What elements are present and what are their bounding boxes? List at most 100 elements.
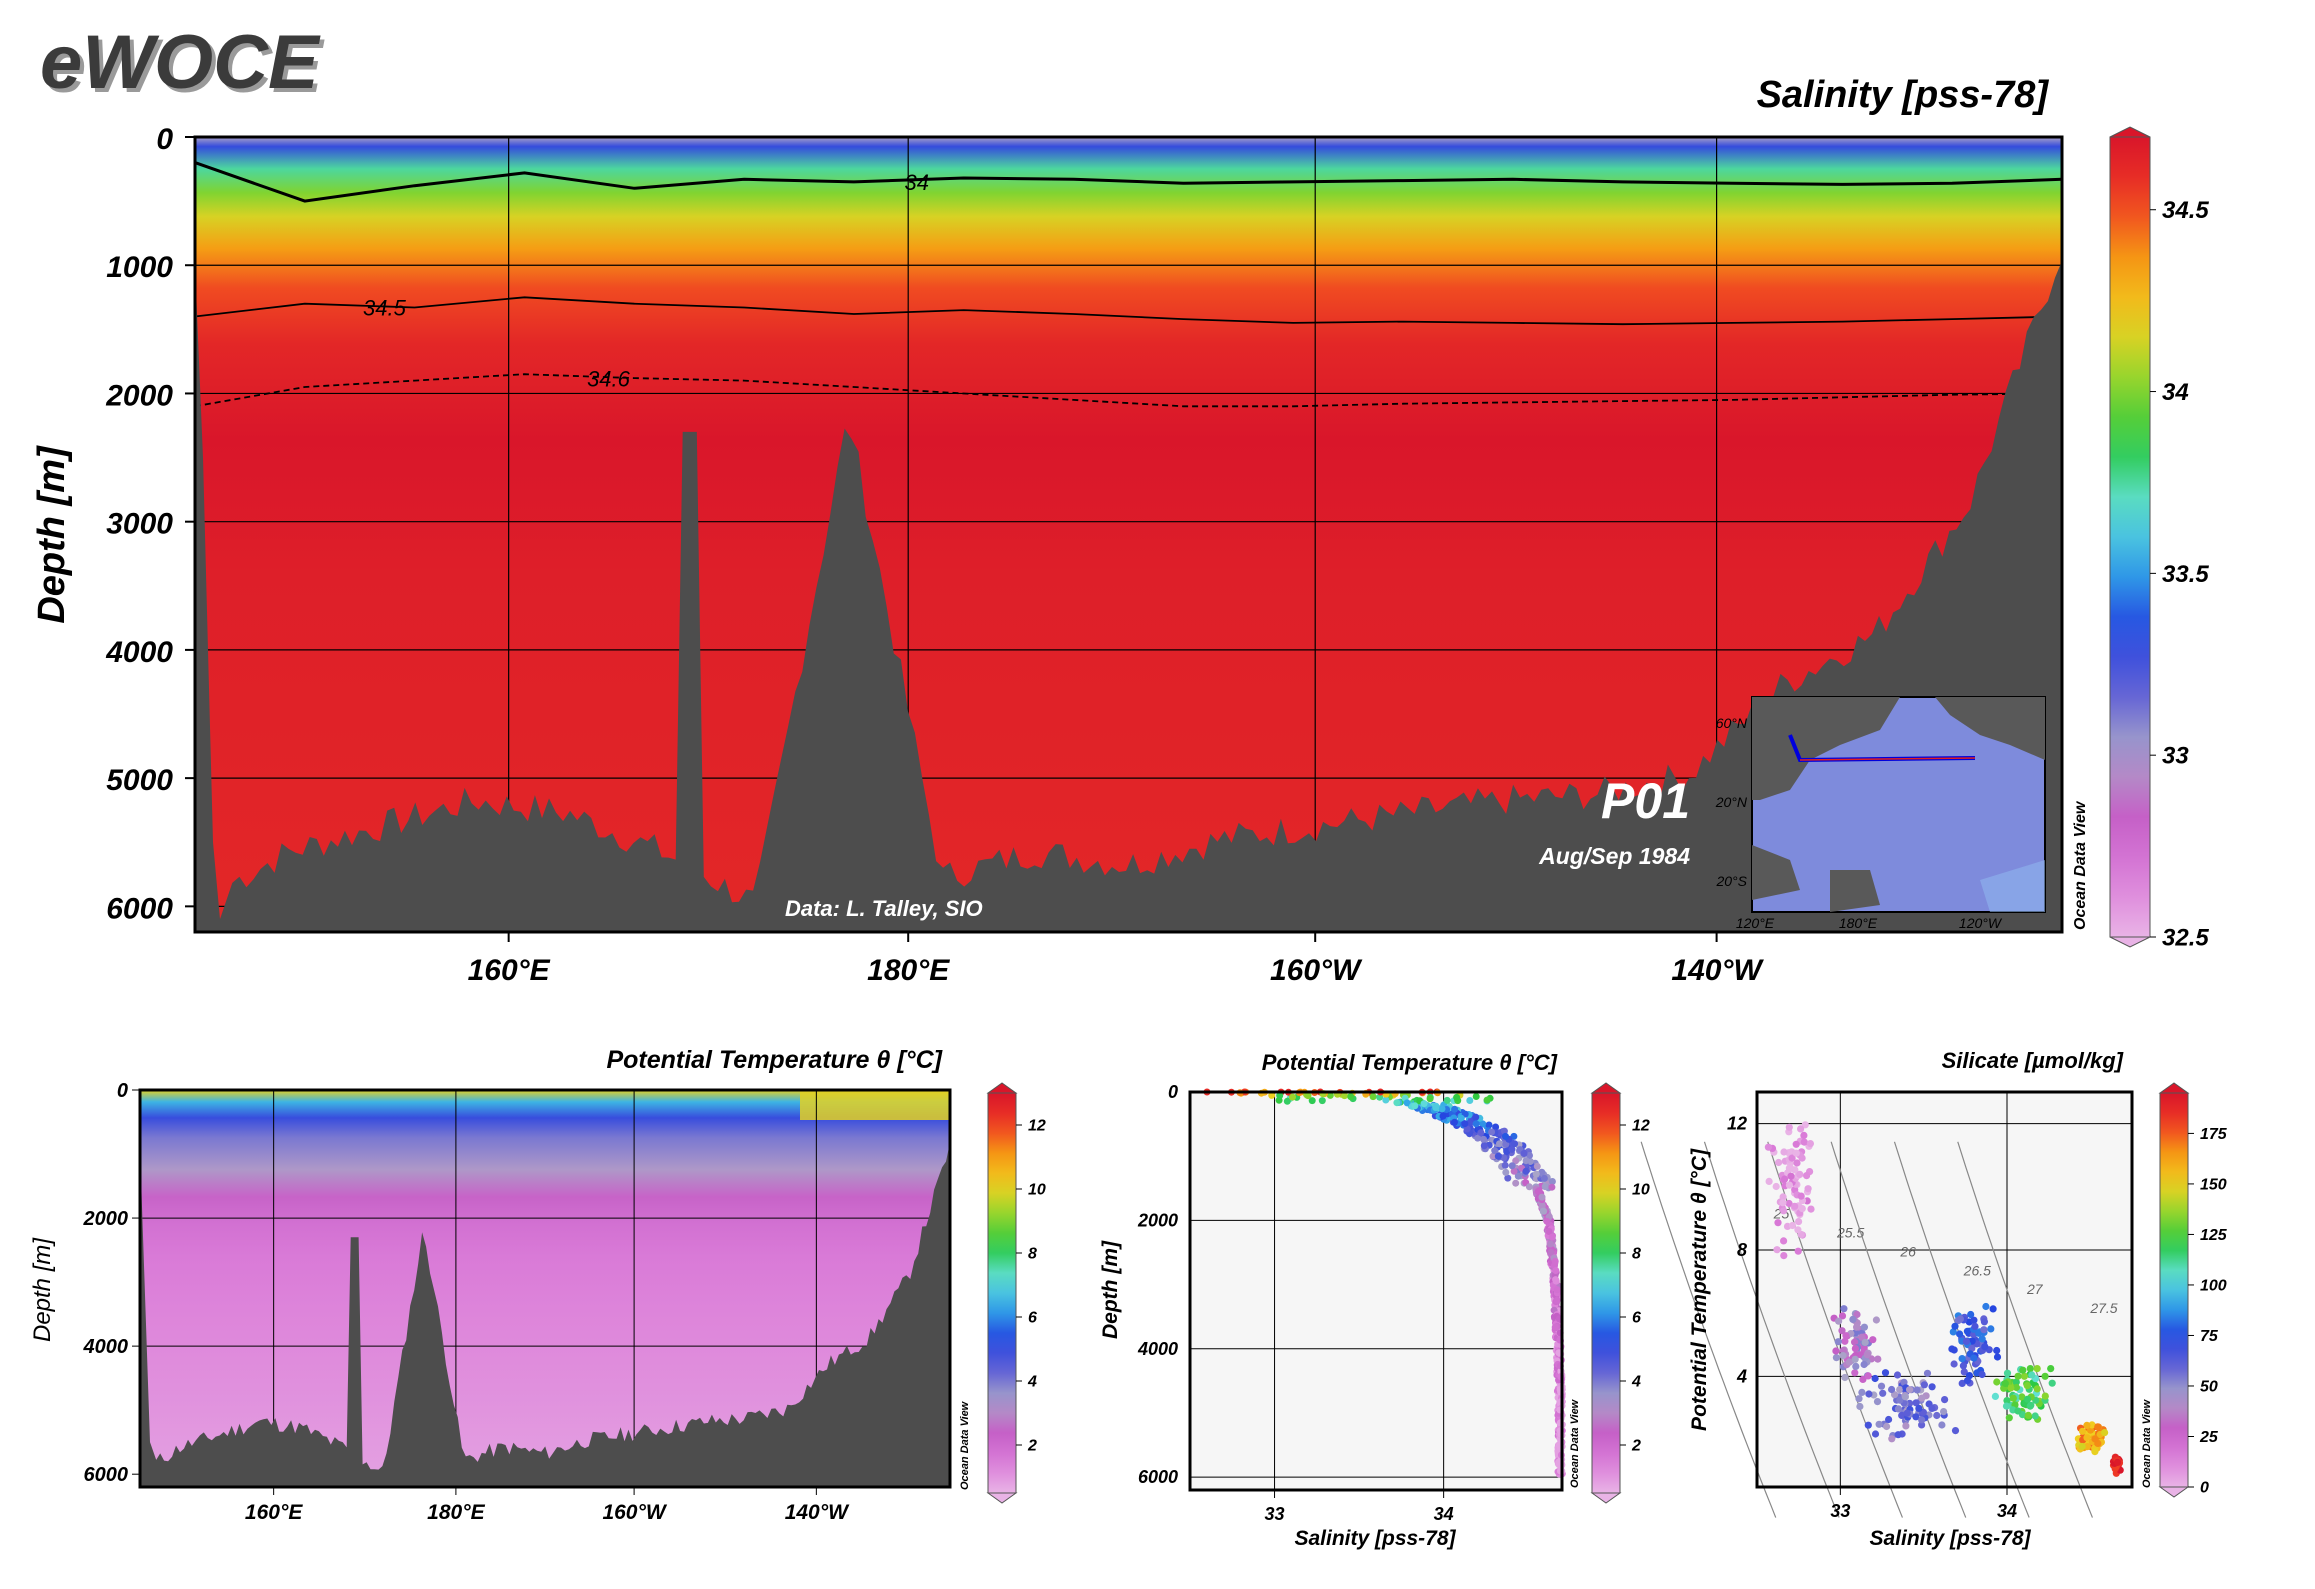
inset-lon-label: 120°E bbox=[1736, 915, 1775, 931]
data-point bbox=[1838, 1312, 1847, 1320]
salinity-colorbar: 32.5 33 33.5 34 34.5 bbox=[2109, 126, 2209, 951]
data-point bbox=[2083, 1421, 2091, 1429]
data-point bbox=[2018, 1393, 2026, 1401]
colorbar-label: 2 bbox=[1631, 1438, 1641, 1455]
isopycnal-line bbox=[1957, 1141, 2093, 1518]
y-tick-label: 6000 bbox=[106, 892, 173, 925]
colorbar-label: 125 bbox=[2200, 1227, 2228, 1244]
data-point bbox=[1793, 1159, 1801, 1167]
data-point bbox=[1792, 1149, 1800, 1157]
theta-section-frame bbox=[138, 1088, 952, 1489]
data-point bbox=[1532, 1170, 1540, 1178]
data-point bbox=[1774, 1219, 1782, 1227]
brand-logo: eWOCE bbox=[40, 20, 321, 105]
data-point bbox=[1508, 1162, 1516, 1170]
data-point bbox=[1888, 1435, 1896, 1443]
y-tick-label: 6000 bbox=[84, 1464, 129, 1486]
data-point bbox=[1835, 1317, 1843, 1325]
data-point bbox=[1918, 1421, 1926, 1429]
isopycnal-label: 27 bbox=[2026, 1281, 2044, 1297]
data-point bbox=[1289, 1093, 1296, 1101]
data-point bbox=[1898, 1411, 1906, 1419]
data-point bbox=[1791, 1202, 1799, 1210]
colorbar-label: 100 bbox=[2200, 1278, 2227, 1295]
data-point bbox=[1859, 1375, 1867, 1383]
data-point bbox=[1987, 1325, 1995, 1333]
profile-x-ticks: 33 34 bbox=[1265, 1490, 1454, 1524]
data-point bbox=[1477, 1129, 1485, 1137]
data-point bbox=[1894, 1405, 1902, 1413]
x-tick-label: 160°E bbox=[468, 954, 551, 987]
colorbar-label: 25 bbox=[2199, 1429, 2219, 1446]
data-point bbox=[1432, 1104, 1440, 1112]
data-point bbox=[1853, 1323, 1861, 1331]
data-point bbox=[1840, 1305, 1848, 1313]
data-point bbox=[1989, 1305, 1997, 1313]
data-point bbox=[2041, 1392, 2049, 1400]
data-point bbox=[1963, 1377, 1972, 1385]
data-point bbox=[1958, 1379, 1966, 1387]
y-tick-label: 0 bbox=[156, 123, 173, 156]
main-y-label: Depth [m] bbox=[31, 445, 73, 624]
data-point bbox=[1918, 1416, 1926, 1424]
data-point bbox=[1851, 1345, 1859, 1353]
data-point bbox=[1376, 1093, 1384, 1101]
data-point bbox=[1779, 1193, 1787, 1201]
data-point bbox=[1369, 1093, 1377, 1101]
data-point bbox=[1967, 1310, 1975, 1319]
data-point bbox=[1551, 1323, 1559, 1331]
colorbar-label: 2 bbox=[1027, 1438, 1037, 1455]
profile-y-ticks: 0 2000 4000 6000 bbox=[1137, 1082, 1178, 1487]
data-point bbox=[1874, 1355, 1882, 1363]
data-point bbox=[1485, 1121, 1493, 1129]
data-point bbox=[1411, 1102, 1419, 1110]
inset-lon-label: 180°E bbox=[1839, 915, 1878, 931]
data-point bbox=[1968, 1344, 1976, 1353]
x-tick-label: 33 bbox=[1265, 1504, 1285, 1524]
data-point bbox=[1980, 1318, 1988, 1326]
data-point bbox=[1860, 1323, 1868, 1331]
data-point bbox=[1803, 1172, 1811, 1180]
data-point bbox=[1938, 1421, 1946, 1429]
isopycnal-line bbox=[1830, 1141, 1967, 1518]
data-point bbox=[1832, 1354, 1840, 1362]
data-point bbox=[2023, 1382, 2031, 1390]
data-point bbox=[1858, 1333, 1866, 1341]
data-point bbox=[1780, 1148, 1788, 1156]
data-point bbox=[1501, 1161, 1509, 1169]
data-point bbox=[1933, 1411, 1941, 1420]
data-point bbox=[1547, 1240, 1554, 1248]
data-point bbox=[1480, 1135, 1487, 1143]
data-point bbox=[1860, 1360, 1868, 1369]
data-point bbox=[2094, 1423, 2102, 1431]
data-point bbox=[1541, 1183, 1549, 1191]
colorbar-cap bbox=[1590, 1082, 1622, 1094]
data-point bbox=[2078, 1442, 2086, 1451]
data-point bbox=[1780, 1237, 1788, 1245]
data-point bbox=[1978, 1370, 1986, 1379]
data-point bbox=[1479, 1120, 1487, 1128]
profile-grid bbox=[1190, 1092, 1562, 1490]
data-point bbox=[2027, 1401, 2035, 1409]
data-point bbox=[1832, 1347, 1840, 1355]
data-point bbox=[1797, 1125, 1805, 1133]
theta-section: Potential Temperature θ [°C] 02000400060… bbox=[29, 1046, 1046, 1524]
theta-x-ticks: 160°E 180°E 160°W 140°W bbox=[245, 1487, 850, 1524]
data-point bbox=[1923, 1369, 1932, 1377]
main-salinity-section: Salinity [pss-78] 34 34.5 34.6 0 1000 2000 30… bbox=[31, 74, 2209, 987]
contour-label: 34.6 bbox=[587, 366, 631, 391]
data-point bbox=[1991, 1392, 1999, 1400]
data-point bbox=[1794, 1247, 1802, 1255]
y-tick-label: 0 bbox=[1168, 1082, 1178, 1102]
colorbar-cap bbox=[2158, 1082, 2190, 1094]
colorbar-label: 12 bbox=[1632, 1118, 1650, 1135]
data-point bbox=[1526, 1152, 1533, 1159]
inset-lon-label: 120°W bbox=[1959, 915, 2003, 931]
data-point bbox=[1960, 1368, 1968, 1376]
colorbar-label: 6 bbox=[1028, 1310, 1037, 1327]
data-point bbox=[1535, 1187, 1543, 1195]
data-point bbox=[1500, 1127, 1508, 1135]
data-point bbox=[1502, 1132, 1509, 1140]
data-point bbox=[1785, 1181, 1793, 1189]
profile-title: Potential Temperature θ [°C] bbox=[1262, 1050, 1558, 1075]
